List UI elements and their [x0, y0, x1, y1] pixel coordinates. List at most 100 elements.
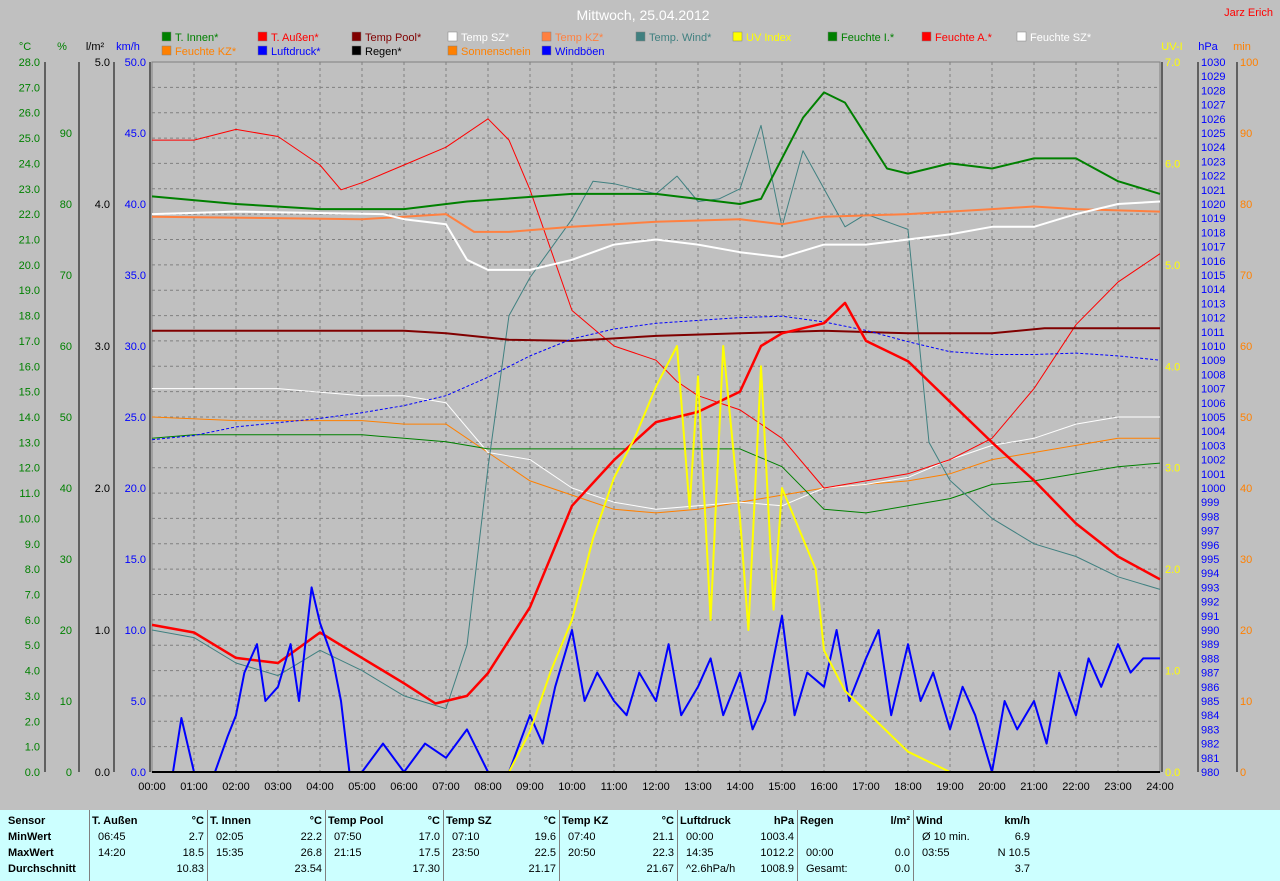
axis-unit-label: %: [57, 41, 67, 53]
axis-tick-label: 2.0: [95, 483, 110, 495]
legend-swatch: [541, 45, 552, 56]
axis-tick-label: 22.0: [19, 209, 40, 221]
legend-swatch: [447, 45, 458, 56]
summary-cell: hPa: [773, 815, 794, 827]
axis-tick-label: 4.0: [95, 199, 110, 211]
axis-tick-label: 3.0: [95, 341, 110, 353]
summary-cell: 03:55: [922, 847, 950, 859]
series-line: [152, 586, 1160, 773]
summary-cell: Ø 10 min.: [922, 831, 970, 843]
axis-tick-label: 1006: [1201, 398, 1225, 410]
axis-tick-label: 1026: [1201, 114, 1225, 126]
axis-tick-label: 1000: [1201, 483, 1225, 495]
axis-tick-label: 17.0: [19, 336, 40, 348]
legend-swatch: [161, 45, 172, 56]
axis-tick-label: 4.0: [1165, 361, 1180, 373]
axis-tick-label: 10: [1240, 696, 1252, 708]
axis-unit-label: km/h: [116, 41, 140, 53]
summary-cell: 20:50: [568, 847, 596, 859]
axis-tick-label: 986: [1201, 682, 1219, 694]
axis-tick-label: 40: [1240, 483, 1252, 495]
axis-tick-label: 60: [1240, 341, 1252, 353]
series-line: [151, 200, 1161, 271]
x-tick-label: 24:00: [1146, 781, 1174, 793]
summary-cell: 26.8: [300, 847, 322, 859]
x-tick-label: 21:00: [1020, 781, 1048, 793]
x-tick-label: 23:00: [1104, 781, 1132, 793]
x-tick-label: 02:00: [222, 781, 250, 793]
axis-tick-label: 4.0: [25, 666, 40, 678]
axis-tick-label: 1025: [1201, 128, 1225, 140]
axis-tick-label: 60: [60, 341, 72, 353]
axis-tick-label: 1015: [1201, 270, 1225, 282]
summary-cell: 6.9: [1014, 831, 1030, 843]
summary-cell: 0.0: [894, 847, 910, 859]
axis-tick-label: 30: [60, 554, 72, 566]
summary-cell: ^2.6hPa/h: [686, 863, 736, 875]
summary-cell: Temp Pool: [328, 815, 384, 827]
summary-cell: 1008.9: [760, 863, 794, 875]
summary-cell: 23:50: [452, 847, 480, 859]
axis-tick-label: 992: [1201, 597, 1219, 609]
axis-tick-label: 1014: [1201, 284, 1225, 296]
axis-tick-label: 27.0: [19, 82, 40, 94]
summary-separator: [913, 810, 914, 881]
axis-tick-label: 988: [1201, 653, 1219, 665]
x-tick-label: 04:00: [306, 781, 334, 793]
axis-tick-label: 2.0: [25, 716, 40, 728]
summary-separator: [89, 810, 90, 881]
summary-separator: [797, 810, 798, 881]
x-tick-label: 15:00: [768, 781, 796, 793]
summary-cell: °C: [661, 815, 674, 827]
legend-label: Feuchte A.*: [935, 32, 993, 44]
x-tick-label: 16:00: [810, 781, 838, 793]
legend-swatch: [921, 31, 932, 42]
axis-tick-label: 50: [60, 412, 72, 424]
axis-unit-label: l/m²: [86, 41, 105, 53]
summary-cell: 07:40: [568, 831, 596, 843]
series-line: [151, 315, 1161, 441]
axis-tick-label: 10.0: [125, 625, 146, 637]
axis-tick-label: 40: [60, 483, 72, 495]
x-tick-label: 03:00: [264, 781, 292, 793]
series-line: [152, 345, 1160, 773]
summary-cell: 22.3: [652, 847, 674, 859]
summary-cell: Sensor: [8, 815, 46, 827]
axis-tick-label: 50.0: [125, 57, 146, 69]
summary-cell: 2.7: [188, 831, 204, 843]
legend-label: T. Außen*: [271, 32, 319, 44]
summary-cell: °C: [309, 815, 322, 827]
axis-tick-label: 1.0: [25, 742, 40, 754]
axis-tick-label: 80: [60, 199, 72, 211]
axis-tick-label: 15.0: [125, 554, 146, 566]
axis-tick-label: 984: [1201, 710, 1219, 722]
summary-cell: °C: [427, 815, 440, 827]
axis-tick-label: 993: [1201, 582, 1219, 594]
axis-tick-label: 5.0: [95, 57, 110, 69]
x-tick-label: 20:00: [978, 781, 1006, 793]
axis-tick-label: 1020: [1201, 199, 1225, 211]
summary-cell: 07:10: [452, 831, 480, 843]
summary-cell: 17.0: [418, 831, 440, 843]
axis-tick-label: 999: [1201, 497, 1219, 509]
x-tick-label: 14:00: [726, 781, 754, 793]
axis-tick-label: 990: [1201, 625, 1219, 637]
summary-cell: 06:45: [98, 831, 126, 843]
summary-separator: [443, 810, 444, 881]
summary-cell: 3.7: [1014, 863, 1030, 875]
axis-tick-label: 1027: [1201, 100, 1225, 112]
x-tick-label: 18:00: [894, 781, 922, 793]
series-line: [151, 416, 1160, 514]
axis-tick-label: 1013: [1201, 298, 1225, 310]
axis-tick-label: 25.0: [125, 412, 146, 424]
axis-tick-label: 13.0: [19, 437, 40, 449]
summary-cell: 00:00: [806, 847, 834, 859]
summary-cell: °C: [543, 815, 556, 827]
summary-cell: 1003.4: [760, 831, 794, 843]
axis-tick-label: 1011: [1201, 327, 1225, 339]
summary-cell: °C: [191, 815, 204, 827]
x-tick-label: 05:00: [348, 781, 376, 793]
axis-tick-label: 5.0: [131, 696, 146, 708]
x-tick-label: 10:00: [558, 781, 586, 793]
axis-tick-label: 8.0: [25, 564, 40, 576]
